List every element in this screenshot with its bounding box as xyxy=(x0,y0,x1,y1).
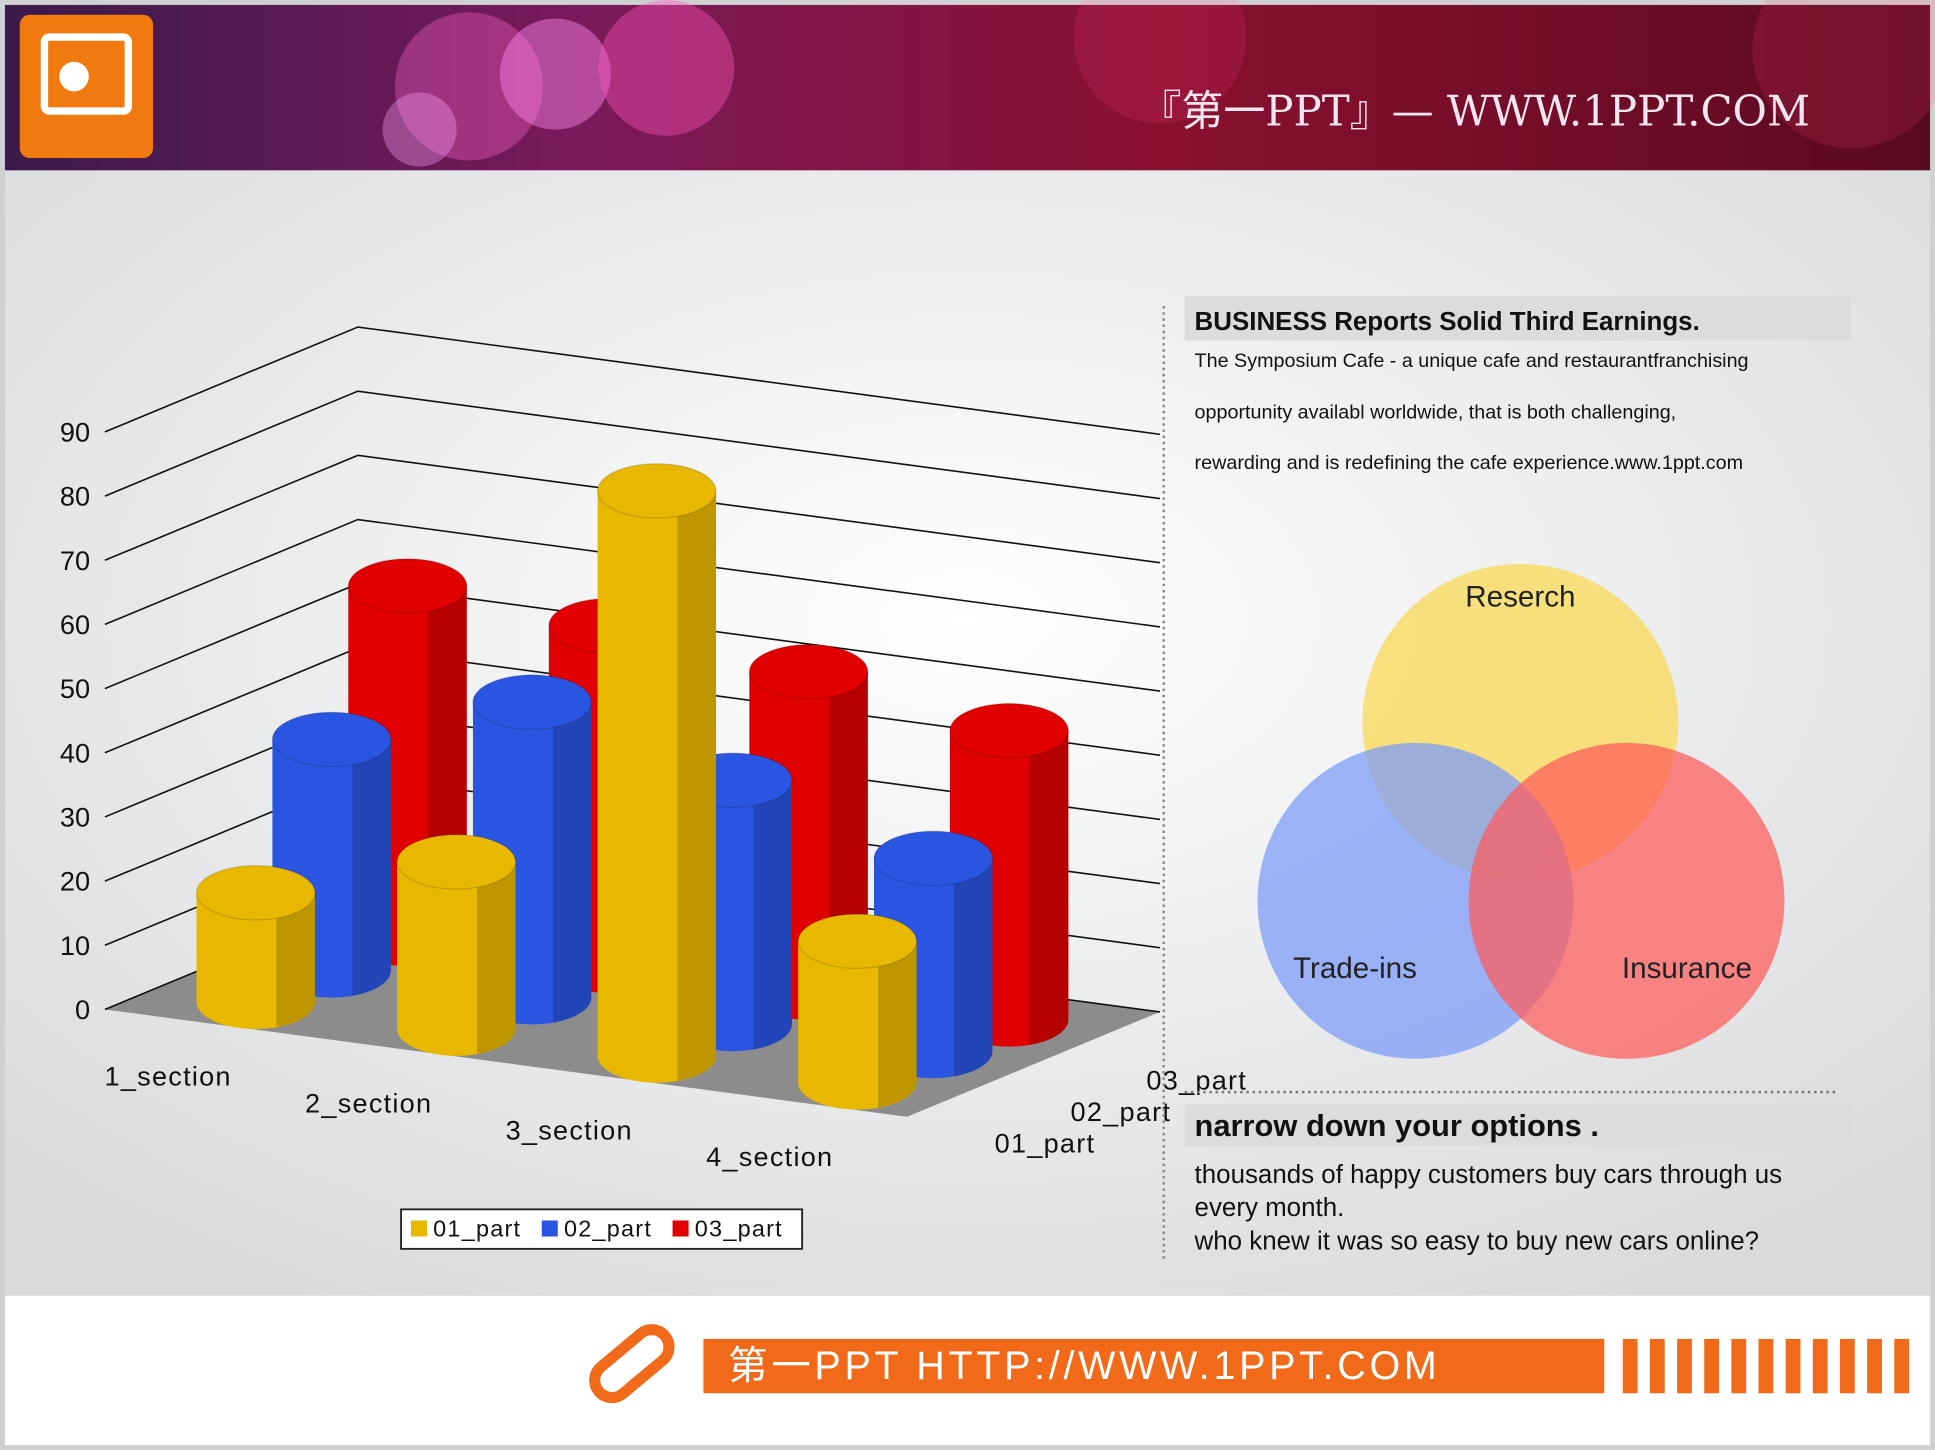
legend-swatch xyxy=(672,1220,689,1237)
banner: 『第一PPT』— WWW.1PPT.COM xyxy=(4,0,1935,171)
bar-top xyxy=(949,702,1069,759)
bar-shade xyxy=(276,892,315,1028)
legend-label: 03_part xyxy=(695,1216,783,1242)
grid-line xyxy=(104,326,1161,436)
depth-label: 02_part xyxy=(1071,1096,1172,1127)
grid-line xyxy=(104,454,1161,564)
y-tick-label: 90 xyxy=(60,417,90,448)
legend-swatch xyxy=(541,1220,558,1237)
bar-top xyxy=(873,830,994,887)
bar-top xyxy=(271,711,392,768)
bar-top xyxy=(347,558,468,614)
chart-3d: 0 10 20 30 40 50 60 70 80 90 1_section 2_section 3_s… xyxy=(60,326,1247,1172)
legend: 01_part 02_part 03_part xyxy=(400,1208,804,1250)
panel-subtitle: narrow down your options . xyxy=(1195,1108,1599,1143)
y-tick-label: 30 xyxy=(60,802,90,833)
grid-line xyxy=(104,390,1161,500)
x-tick-label: 4_section xyxy=(706,1141,833,1172)
venn-label: Insurance xyxy=(1622,952,1752,985)
text-panel: BUSINESS Reports Solid Third Earnings. T… xyxy=(1162,296,1852,1259)
y-tick-label: 80 xyxy=(60,481,90,512)
bar-top xyxy=(797,913,918,970)
panel-text: rewarding and is redefining the cafe exp… xyxy=(1195,452,1744,474)
y-tick-label: 0 xyxy=(75,994,90,1025)
bar xyxy=(397,861,516,1056)
venn-label: Reserch xyxy=(1465,580,1575,613)
bar-shade xyxy=(953,858,993,1077)
bar-shade xyxy=(1029,730,1069,1045)
bar-top xyxy=(748,644,869,700)
depth-label: 03_part xyxy=(1146,1064,1247,1095)
x-tick-label: 3_section xyxy=(506,1114,633,1145)
brand-header: 『第一PPT』— WWW.1PPT.COM xyxy=(1139,86,1809,135)
panel-text: every month. xyxy=(1195,1194,1345,1222)
panel-title: BUSINESS Reports Solid Third Earnings. xyxy=(1195,308,1700,336)
y-tick-label: 60 xyxy=(60,609,90,640)
legend-label: 02_part xyxy=(564,1216,652,1242)
depth-label: 01_part xyxy=(995,1127,1096,1158)
panel-text: who knew it was so easy to buy new cars … xyxy=(1194,1228,1759,1256)
footer: 第一PPT HTTP://WWW.1PPT.COM xyxy=(4,1295,1931,1446)
legend-swatch xyxy=(410,1220,427,1237)
y-tick-label: 70 xyxy=(60,545,90,576)
y-tick-label: 20 xyxy=(60,866,90,897)
bar-shade xyxy=(352,739,391,996)
bar-shade xyxy=(677,490,717,1081)
grid-line xyxy=(104,518,1161,628)
y-tick-label: 10 xyxy=(60,930,90,961)
bar xyxy=(798,941,917,1110)
brand-footer: 第一PPT HTTP://WWW.1PPT.COM xyxy=(728,1344,1440,1388)
bar-shade xyxy=(878,941,917,1108)
x-tick-label: 2_section xyxy=(305,1087,432,1118)
panel-text: The Symposium Cafe - a unique cafe and r… xyxy=(1195,350,1749,372)
y-tick-label: 40 xyxy=(60,737,90,768)
bar-top xyxy=(472,674,593,730)
bar xyxy=(196,892,315,1030)
panel-text: thousands of happy customers buy cars th… xyxy=(1195,1161,1783,1189)
y-tick-label: 50 xyxy=(60,673,90,704)
x-tick-label: 1_section xyxy=(105,1061,232,1092)
bar-top xyxy=(396,834,517,890)
bar xyxy=(597,490,717,1083)
panel-text: opportunity availabl worldwide, that is … xyxy=(1195,402,1677,424)
venn-label: Trade-ins xyxy=(1293,952,1417,985)
bar-shade xyxy=(552,702,592,1023)
legend-label: 01_part xyxy=(433,1216,521,1242)
bar-top xyxy=(195,865,316,921)
bar-shade xyxy=(753,780,792,1050)
bar-top xyxy=(596,463,717,519)
bar-shade xyxy=(477,861,516,1054)
